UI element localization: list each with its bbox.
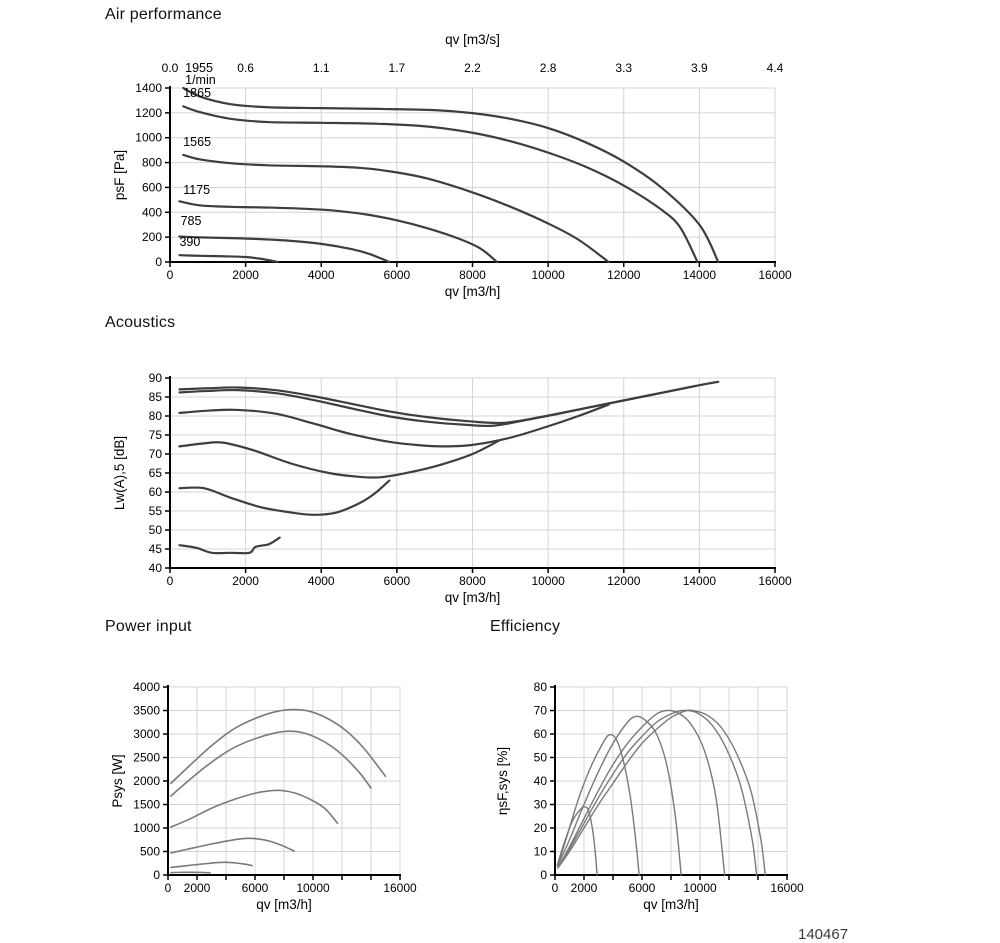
svg-text:qv [m3/s]: qv [m3/s] [445, 32, 500, 47]
svg-text:1/min: 1/min [185, 73, 216, 87]
svg-text:qv [m3/h]: qv [m3/h] [445, 284, 501, 299]
svg-text:qv [m3/h]: qv [m3/h] [445, 590, 501, 605]
svg-text:10000: 10000 [683, 881, 717, 895]
svg-text:2.2: 2.2 [464, 61, 481, 75]
svg-text:0: 0 [167, 574, 174, 588]
svg-text:qv [m3/h]: qv [m3/h] [256, 897, 312, 912]
svg-text:800: 800 [142, 156, 162, 170]
svg-text:55: 55 [149, 504, 163, 518]
svg-text:90: 90 [149, 371, 163, 385]
svg-text:45: 45 [149, 542, 163, 556]
svg-text:10000: 10000 [531, 574, 565, 588]
svg-text:0: 0 [552, 881, 559, 895]
svg-text:30: 30 [534, 798, 548, 812]
svg-text:0.6: 0.6 [237, 61, 254, 75]
svg-text:1000: 1000 [133, 821, 160, 835]
svg-text:Lw(A),5 [dB]: Lw(A),5 [dB] [112, 436, 127, 510]
power-input-chart: 0 2000 6000 10000 16000 0 500 1000 1500 2000 2500 3… [110, 680, 417, 912]
svg-text:2000: 2000 [571, 881, 598, 895]
svg-text:2000: 2000 [232, 268, 259, 282]
svg-text:14000: 14000 [683, 574, 717, 588]
svg-text:390: 390 [179, 235, 200, 249]
efficiency-chart: 0 2000 6000 10000 16000 0 10 20 30 40 50 60 70 80 qv [… [495, 680, 804, 912]
svg-text:1.7: 1.7 [389, 61, 406, 75]
svg-text:600: 600 [142, 180, 162, 194]
svg-text:0: 0 [165, 881, 172, 895]
svg-text:70: 70 [534, 704, 548, 718]
svg-text:60: 60 [149, 485, 163, 499]
svg-text:4000: 4000 [133, 680, 160, 694]
svg-text:6000: 6000 [384, 268, 411, 282]
acoustics-title: Acoustics [105, 314, 176, 331]
svg-text:Psys [W]: Psys [W] [110, 754, 125, 807]
air-performance-title: Air performance [105, 6, 222, 23]
svg-text:2000: 2000 [133, 774, 160, 788]
svg-text:6000: 6000 [384, 574, 411, 588]
svg-text:50: 50 [534, 751, 548, 765]
svg-text:3.9: 3.9 [691, 61, 708, 75]
document-number: 140467 [798, 926, 849, 943]
svg-text:40: 40 [149, 561, 163, 575]
svg-text:1200: 1200 [135, 106, 162, 120]
svg-text:16000: 16000 [770, 881, 804, 895]
svg-text:2500: 2500 [133, 751, 160, 765]
svg-text:1175: 1175 [183, 183, 210, 197]
svg-text:8000: 8000 [459, 268, 486, 282]
svg-text:12000: 12000 [607, 268, 641, 282]
svg-text:200: 200 [142, 230, 162, 244]
svg-text:3000: 3000 [133, 727, 160, 741]
svg-text:16000: 16000 [758, 574, 792, 588]
svg-text:ηsF,sys [%]: ηsF,sys [%] [495, 747, 510, 815]
svg-text:6000: 6000 [629, 881, 656, 895]
svg-text:4000: 4000 [308, 268, 335, 282]
svg-text:psF [Pa]: psF [Pa] [112, 150, 127, 200]
svg-text:14000: 14000 [683, 268, 717, 282]
acoustics-chart: 0 2000 4000 6000 8000 10000 12000 14000 16000 40 4… [112, 371, 792, 605]
power-input-title: Power input [105, 618, 192, 635]
svg-text:80: 80 [149, 409, 163, 423]
svg-text:60: 60 [534, 727, 548, 741]
svg-text:4.4: 4.4 [767, 61, 784, 75]
svg-text:16000: 16000 [758, 268, 792, 282]
svg-text:16000: 16000 [383, 881, 417, 895]
svg-text:65: 65 [149, 466, 163, 480]
svg-text:1000: 1000 [135, 131, 162, 145]
svg-text:0.0: 0.0 [162, 61, 179, 75]
svg-text:785: 785 [181, 214, 202, 228]
svg-text:85: 85 [149, 390, 163, 404]
svg-text:12000: 12000 [607, 574, 641, 588]
svg-text:3500: 3500 [133, 704, 160, 718]
svg-text:10000: 10000 [296, 881, 330, 895]
svg-text:0: 0 [153, 868, 160, 882]
air-performance-chart: 0 2000 4000 6000 8000 10000 12000 14000 16000 0 20… [112, 32, 792, 299]
svg-text:8000: 8000 [459, 574, 486, 588]
svg-text:3.3: 3.3 [615, 61, 632, 75]
svg-text:70: 70 [149, 447, 163, 461]
svg-text:400: 400 [142, 205, 162, 219]
svg-text:2.8: 2.8 [540, 61, 557, 75]
svg-text:1955: 1955 [185, 61, 213, 75]
svg-text:4000: 4000 [308, 574, 335, 588]
svg-text:0: 0 [540, 868, 547, 882]
svg-text:6000: 6000 [242, 881, 269, 895]
svg-text:10: 10 [534, 845, 548, 859]
svg-text:500: 500 [140, 845, 160, 859]
svg-text:1.1: 1.1 [313, 61, 330, 75]
efficiency-title: Efficiency [490, 618, 561, 635]
svg-text:40: 40 [534, 774, 548, 788]
svg-text:0: 0 [155, 255, 162, 269]
svg-text:1400: 1400 [135, 81, 162, 95]
svg-text:80: 80 [534, 680, 548, 694]
svg-text:50: 50 [149, 523, 163, 537]
svg-text:20: 20 [534, 821, 548, 835]
svg-text:0: 0 [167, 268, 174, 282]
svg-text:2000: 2000 [232, 574, 259, 588]
svg-text:10000: 10000 [531, 268, 565, 282]
svg-text:1500: 1500 [133, 798, 160, 812]
svg-text:1865: 1865 [183, 86, 211, 100]
svg-text:qv [m3/h]: qv [m3/h] [643, 897, 699, 912]
svg-text:1565: 1565 [183, 135, 211, 149]
svg-text:2000: 2000 [184, 881, 211, 895]
svg-text:75: 75 [149, 428, 163, 442]
